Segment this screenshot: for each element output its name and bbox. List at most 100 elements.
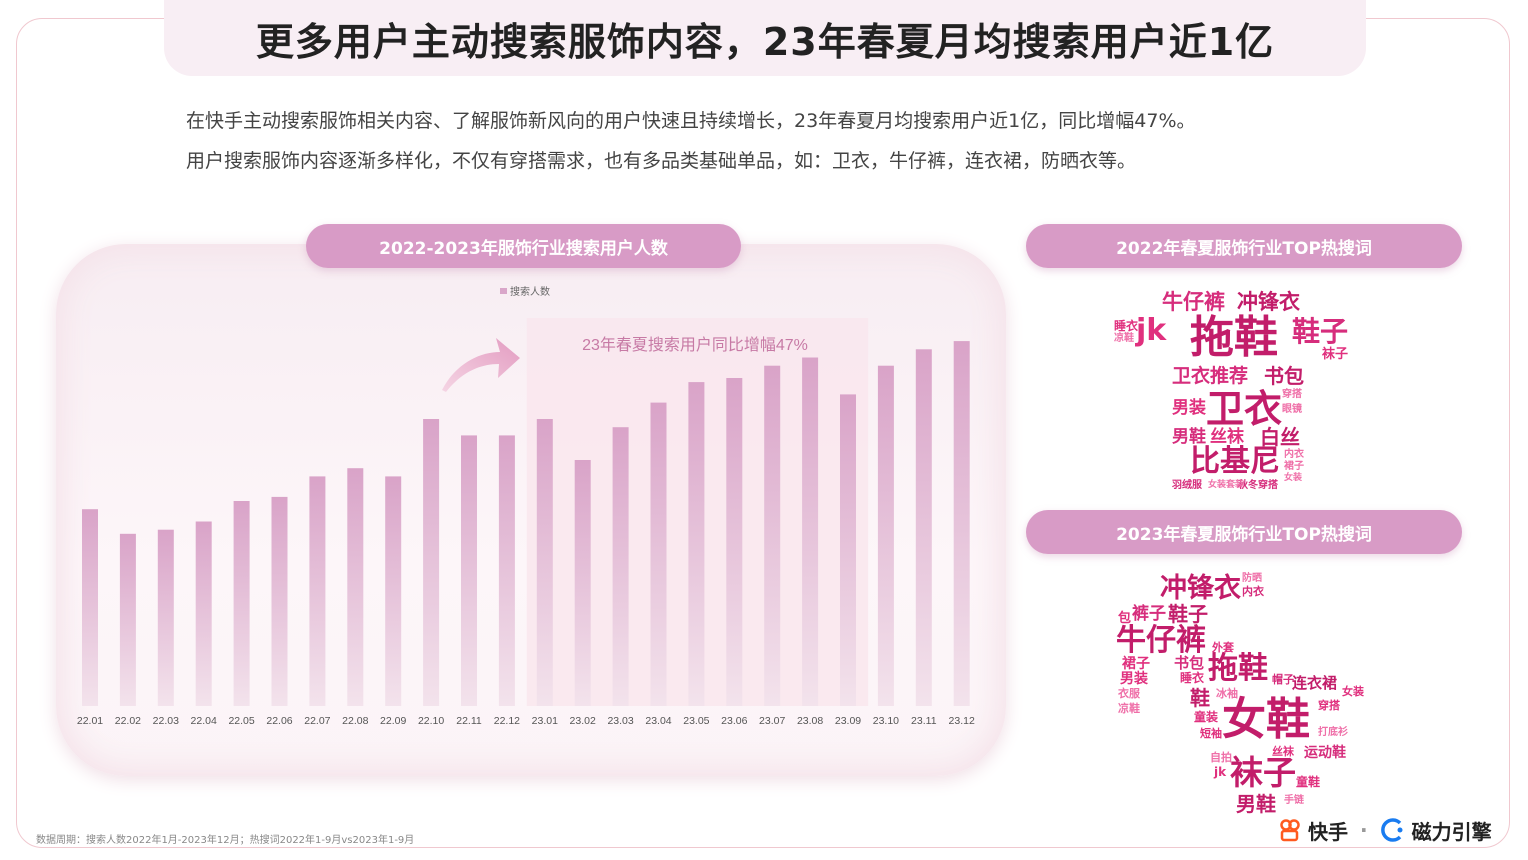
legend-swatch xyxy=(500,288,507,294)
cloud-word: 牛仔裤 xyxy=(1162,290,1225,314)
cloud-word: 拖鞋 xyxy=(1208,651,1268,686)
bar-22.12 xyxy=(498,435,515,706)
cloud-word: 男鞋 xyxy=(1172,427,1206,447)
bar-22.02 xyxy=(119,533,136,706)
x-tick-labels: 22.01 22.02 22.03 22.04 22.05 22.06 22.07 22.08… xyxy=(77,715,975,727)
brand-logos: 快手 · 磁力引擎 xyxy=(1278,814,1492,846)
x-tick-label: 22.07 xyxy=(304,715,330,727)
bar-23.02 xyxy=(574,460,591,706)
x-tick-label: 23.03 xyxy=(607,715,633,727)
cloud-word: 裤子 xyxy=(1132,604,1166,624)
cloud-word: 凉鞋 xyxy=(1114,333,1134,344)
cloud-word: 男鞋 xyxy=(1236,792,1276,816)
chart-annotation: 23年春夏搜索用户同比增幅47% xyxy=(582,336,808,354)
cloud-word: 羽绒服 xyxy=(1172,480,1202,491)
cloud-2022-title: 2022年春夏服饰行业TOP热搜词 xyxy=(1116,238,1372,259)
cloud-word: 睡衣 xyxy=(1114,319,1139,333)
x-tick-label: 22.04 xyxy=(191,715,217,727)
cloud-word: 帽子 xyxy=(1272,673,1294,686)
bar-23.08 xyxy=(802,357,819,706)
cloud-2022-title-pill: 2022年春夏服饰行业TOP热搜词 xyxy=(1026,224,1462,268)
bar-22.10 xyxy=(423,419,440,706)
kuaishou-logo-icon xyxy=(1280,819,1300,842)
cloud-word: 女装 xyxy=(1284,473,1303,483)
cloud-word: 女装 xyxy=(1342,685,1364,698)
cloud-word: 眼镜 xyxy=(1282,404,1302,415)
growth-arrow-icon xyxy=(442,338,520,392)
cloud-word: 外套 xyxy=(1212,641,1234,654)
x-tick-label: 23.07 xyxy=(759,715,785,727)
cloud-word: 手链 xyxy=(1284,795,1304,806)
bar-23.11 xyxy=(915,349,932,706)
bar-23.04 xyxy=(650,402,667,706)
bar-22.08 xyxy=(347,468,364,706)
x-tick-label: 22.08 xyxy=(342,715,368,727)
bar-23.01 xyxy=(536,419,553,706)
cloud-word: 袜子 xyxy=(1230,753,1296,792)
cloud-word: 男装 xyxy=(1120,671,1148,687)
x-tick-label: 23.12 xyxy=(949,715,975,727)
x-tick-label: 22.10 xyxy=(418,715,444,727)
cloud-word: 冰袖 xyxy=(1216,687,1238,700)
logo-separator: · xyxy=(1360,818,1368,842)
cloud-word: 内衣 xyxy=(1284,449,1304,460)
cloud-2023-title: 2023年春夏服饰行业TOP热搜词 xyxy=(1116,524,1372,545)
bar-22.01 xyxy=(82,509,98,706)
x-tick-label: 23.09 xyxy=(835,715,861,727)
bar-23.05 xyxy=(688,382,705,706)
cloud-word: 拖鞋 xyxy=(1190,312,1278,363)
cloud-word: jk xyxy=(1136,313,1167,348)
cloud-word: 男装 xyxy=(1172,398,1206,418)
cloud-word: 穿搭 xyxy=(1318,699,1340,712)
description-line-1: 在快手主动搜索服饰相关内容、了解服饰新风向的用户快速且持续增长，23年春夏月均搜… xyxy=(186,110,1196,132)
page-title: 更多用户主动搜索服饰内容，23年春夏月均搜索用户近1亿 xyxy=(255,19,1275,64)
x-tick-label: 22.06 xyxy=(266,715,292,727)
cili-logo-text: 磁力引擎 xyxy=(1411,819,1492,844)
cloud-word: 白丝 xyxy=(1260,425,1300,449)
bar-22.07 xyxy=(309,476,326,706)
cloud-word: 袜子 xyxy=(1322,347,1349,362)
x-tick-label: 23.11 xyxy=(911,715,937,727)
x-tick-label: 23.01 xyxy=(532,715,558,727)
cloud-word: 包 xyxy=(1118,611,1132,626)
data-source-footnote: 数据周期：搜索人数2022年1月-2023年12月；热搜词2022年1-9月vs… xyxy=(36,835,415,846)
cloud-word: 冲锋衣 xyxy=(1237,290,1300,314)
chart-title-pill: 2022-2023年服饰行业搜索用户人数 xyxy=(306,224,741,268)
cloud-word: 冲锋衣 xyxy=(1160,573,1241,604)
cloud-word: 丝袜 xyxy=(1210,427,1244,447)
x-tick-label: 23.06 xyxy=(721,715,747,727)
cloud-word: jk xyxy=(1214,765,1227,779)
cloud-word: 童鞋 xyxy=(1296,775,1321,789)
bar-22.04 xyxy=(195,521,212,706)
cloud-word: 女鞋 xyxy=(1222,694,1310,745)
bar-22.06 xyxy=(271,496,288,706)
bar-23.09 xyxy=(840,394,856,706)
cloud-word: 自拍 xyxy=(1210,751,1232,764)
title-banner: 更多用户主动搜索服饰内容，23年春夏月均搜索用户近1亿 xyxy=(164,0,1366,76)
cloud-word: 书包 xyxy=(1264,364,1304,388)
x-tick-label: 23.04 xyxy=(645,715,671,727)
description-line-2: 用户搜索服饰内容逐渐多样化，不仅有穿搭需求，也有多品类基础单品，如：卫衣，牛仔裤… xyxy=(186,150,1137,172)
x-tick-label: 22.02 xyxy=(115,715,141,727)
bar-22.11 xyxy=(461,435,477,706)
cloud-word: 短袖 xyxy=(1200,727,1222,740)
x-tick-label: 23.10 xyxy=(873,715,899,727)
cloud-word: 防晒 xyxy=(1242,573,1262,584)
cloud-word: 牛仔裤 xyxy=(1116,623,1206,658)
x-tick-label: 22.05 xyxy=(228,715,254,727)
x-tick-label: 22.01 xyxy=(77,715,103,727)
cloud-word: 书包 xyxy=(1174,654,1205,672)
bars-group xyxy=(82,341,970,706)
cloud-word: 秋冬穿搭 xyxy=(1238,480,1278,491)
x-tick-label: 22.03 xyxy=(153,715,179,727)
cloud-word: 睡衣 xyxy=(1180,671,1205,685)
cloud-word: 打底衫 xyxy=(1318,727,1348,738)
bar-23.03 xyxy=(612,427,629,706)
x-tick-label: 23.02 xyxy=(570,715,596,727)
bar-22.05 xyxy=(233,501,250,706)
x-tick-label: 22.11 xyxy=(456,715,482,727)
cloud-word: 卫衣 xyxy=(1206,387,1283,431)
cili-logo-icon xyxy=(1380,818,1403,842)
cloud-word: 丝袜 xyxy=(1272,745,1294,758)
